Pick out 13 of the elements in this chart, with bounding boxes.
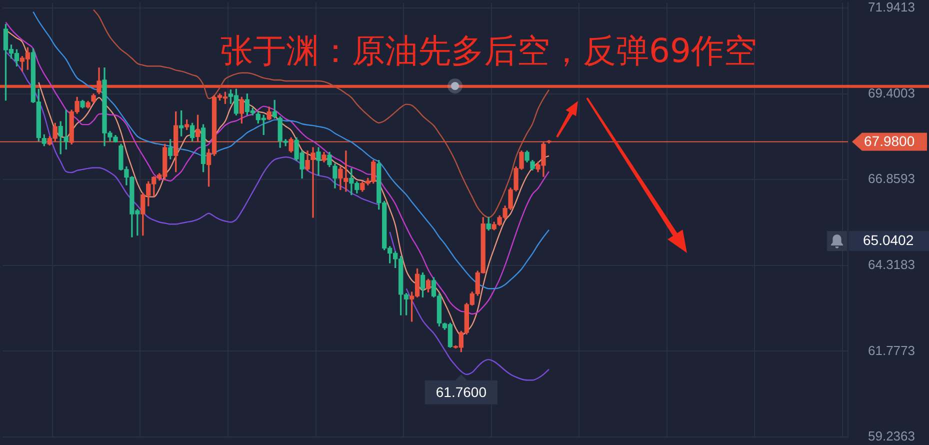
y-tick-label: 61.7773 [868,342,915,358]
y-tick-label: 71.9413 [868,0,915,15]
text: 张于渊：原油先多后空，反弹69作空 [220,31,757,70]
line-series [92,9,550,218]
text: 65.0402 [863,232,914,248]
annotation: 61.7600 [436,384,487,400]
ref-line-label: 67.9800 [864,133,915,150]
candlestick [310,147,316,218]
y-tick-label: 64.3183 [868,256,915,272]
y-tick-label: 66.8593 [868,171,915,186]
y-tick-label: 59.2363 [868,428,915,444]
line-series [32,11,550,290]
y-tick-label: 69.4003 [868,85,915,100]
